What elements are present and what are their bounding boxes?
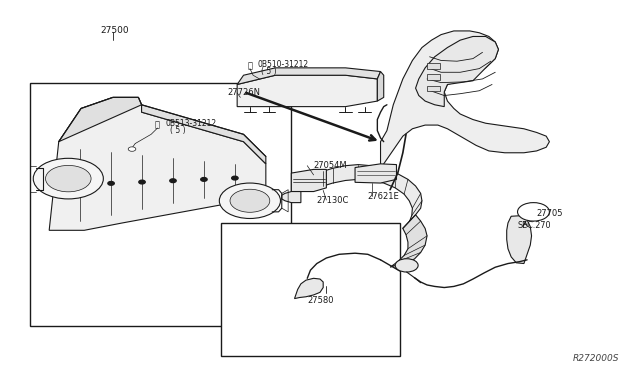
Bar (427, 74, 440, 80)
Text: 0B513-31212: 0B513-31212 (166, 119, 217, 128)
Text: Ⓢ: Ⓢ (248, 61, 252, 71)
Polygon shape (49, 97, 266, 230)
Text: ( 5 ): ( 5 ) (170, 126, 186, 135)
Text: ( 5 ): ( 5 ) (261, 67, 277, 76)
Circle shape (33, 158, 103, 199)
Polygon shape (237, 75, 378, 107)
Polygon shape (378, 71, 384, 101)
Polygon shape (282, 192, 301, 203)
Bar (221, 223, 399, 356)
Circle shape (139, 180, 145, 184)
Text: SEC.270: SEC.270 (518, 221, 551, 230)
Text: R272000S: R272000S (573, 354, 620, 363)
Circle shape (108, 182, 115, 185)
Circle shape (128, 147, 136, 151)
Text: 27130C: 27130C (317, 196, 349, 205)
Polygon shape (323, 164, 422, 228)
Polygon shape (355, 164, 396, 183)
Text: 27500: 27500 (100, 26, 129, 35)
Text: 27054M: 27054M (314, 161, 348, 170)
Bar (427, 63, 440, 68)
Circle shape (77, 183, 83, 186)
Polygon shape (59, 97, 266, 164)
Bar (427, 86, 440, 92)
Text: 27580: 27580 (307, 296, 333, 305)
Polygon shape (390, 215, 427, 267)
Polygon shape (294, 278, 323, 299)
Text: Ⓢ: Ⓢ (155, 121, 160, 129)
Polygon shape (381, 31, 549, 171)
Circle shape (220, 183, 280, 218)
Text: 27621E: 27621E (368, 192, 399, 201)
Circle shape (230, 189, 270, 212)
Circle shape (232, 176, 238, 180)
Polygon shape (507, 215, 532, 263)
Circle shape (201, 177, 207, 181)
Bar (30, 83, 291, 326)
Circle shape (170, 179, 176, 183)
Circle shape (395, 259, 418, 272)
Polygon shape (237, 68, 381, 84)
Circle shape (518, 203, 549, 221)
Polygon shape (415, 36, 499, 107)
Text: 0B510-31212: 0B510-31212 (257, 60, 308, 70)
Polygon shape (291, 169, 326, 192)
Text: 27705: 27705 (537, 209, 563, 218)
Circle shape (45, 166, 91, 192)
Text: 27726N: 27726N (228, 89, 260, 97)
